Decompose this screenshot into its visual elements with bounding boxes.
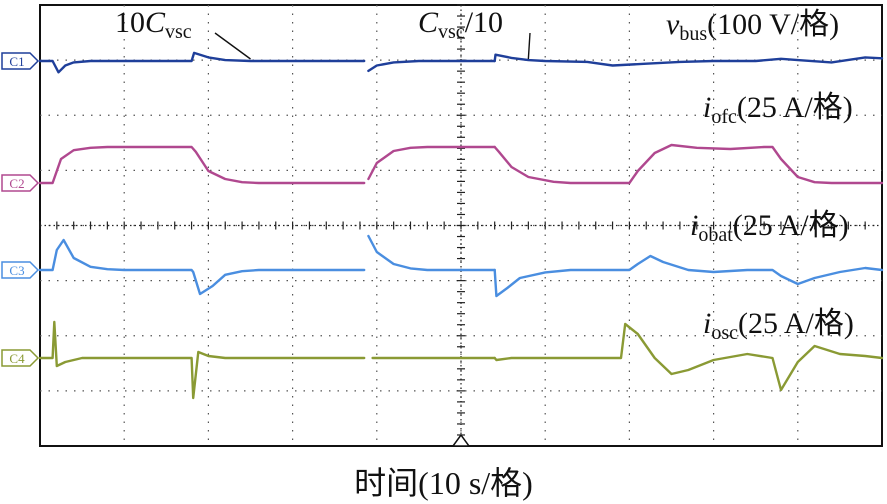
channel-marker-box — [1, 52, 40, 70]
channel-marker-c3: C3 — [1, 261, 40, 279]
trace-v_bus-seg0 — [38, 51, 366, 74]
channel-marker-c2: C2 — [1, 174, 40, 192]
series-label-iosc: iosc(25 A/格) — [703, 307, 854, 344]
channel-marker-label: C4 — [9, 351, 25, 366]
series-label-iofc: iofc(25 A/格) — [703, 91, 853, 128]
series-label-vbus: vbus(100 V/格) — [666, 8, 840, 45]
segment-annotation-10cvsc: 10Cvsc — [115, 6, 192, 43]
channel-marker-c4: C4 — [1, 349, 40, 367]
trace-i_osc-seg2 — [493, 322, 884, 392]
trace-i_obat-seg1 — [367, 234, 496, 272]
channel-marker-box — [1, 349, 40, 367]
trace-i_ofc-seg1 — [367, 145, 496, 181]
trace-i_osc-seg0 — [38, 320, 366, 400]
trigger-marker — [451, 433, 471, 447]
trace-i_obat-seg2 — [493, 254, 884, 298]
channel-marker-box — [1, 174, 40, 192]
channel-marker-box — [1, 261, 40, 279]
annotation-leader-0 — [214, 32, 251, 60]
segment-annotation-cvsc-10: Cvsc/10 — [418, 6, 504, 43]
annotation-leader-1 — [527, 32, 531, 60]
series-label-iobat: iobat(25 A/格) — [690, 209, 849, 246]
channel-marker-label: C1 — [9, 54, 24, 69]
trace-i_ofc-seg0 — [38, 145, 366, 185]
trace-v_bus-seg1 — [367, 59, 496, 73]
trace-v_bus-seg2 — [493, 53, 884, 67]
trace-i_obat-seg0 — [38, 238, 366, 296]
x-axis-label: 时间(10 s/格) — [354, 465, 533, 501]
center-ticks — [39, 4, 866, 447]
channel-marker-label: C3 — [9, 263, 24, 278]
channel-marker-c1: C1 — [1, 52, 40, 70]
channel-marker-label: C2 — [9, 176, 24, 191]
trace-i_ofc-seg2 — [493, 143, 884, 185]
